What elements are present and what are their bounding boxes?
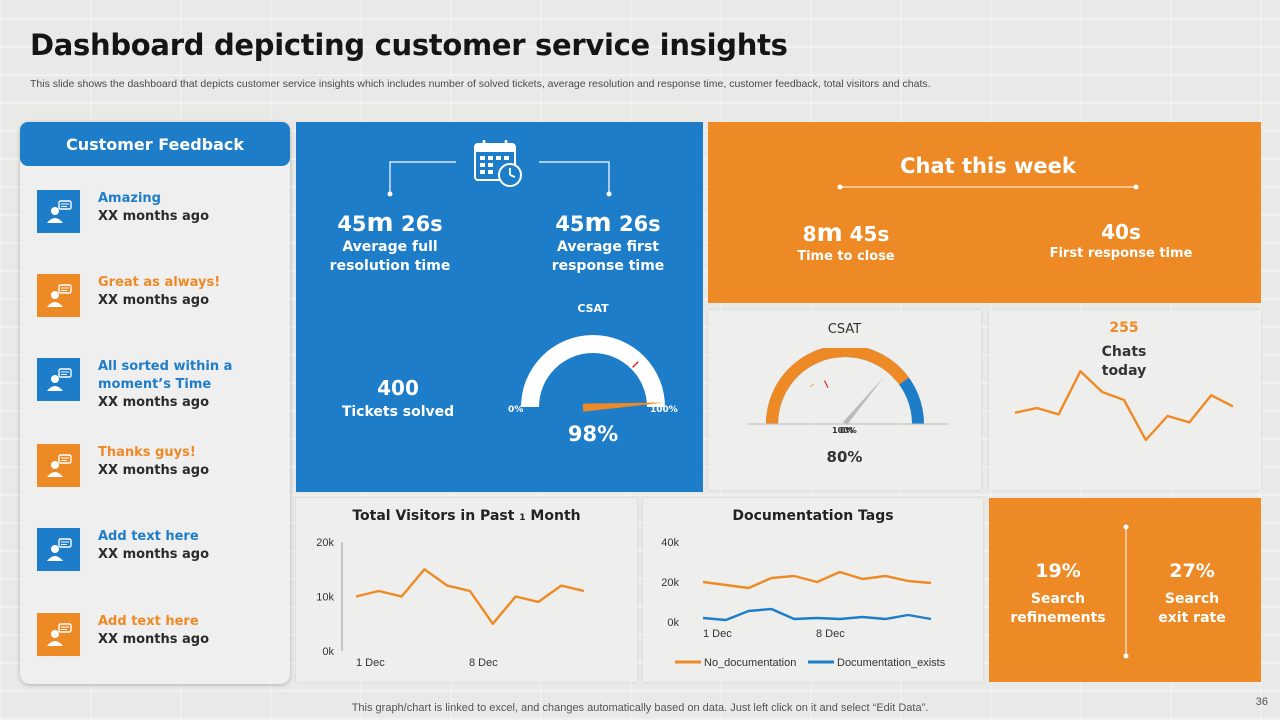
x-tick-label: 8 Dec <box>469 657 498 669</box>
y-tick-label: 0k <box>322 646 334 658</box>
feedback-item: All sorted within a moment’s Time XX mont… <box>37 358 287 418</box>
search-exit-rate-metric: 27% Search exit rate <box>1158 560 1226 626</box>
csat-gauge-max: 100% <box>650 405 678 415</box>
series-line-0[interactable] <box>355 568 585 626</box>
feedback-time: XX months ago <box>98 632 210 647</box>
legend-label: No_documentation <box>704 657 796 669</box>
feedback-item: Great as always! XX months ago <box>37 274 287 334</box>
footer-note: This graph/chart is linked to excel, and… <box>351 702 929 714</box>
x-tick-label: 1 Dec <box>703 628 732 640</box>
support-agent-icon <box>37 444 80 487</box>
customer-feedback-header: Customer Feedback <box>20 122 290 166</box>
feedback-text: All sorted within a moment’s Time XX mont… <box>98 358 248 412</box>
feedback-time: XX months ago <box>98 547 210 562</box>
chats-today-label: Chats today <box>1101 344 1147 379</box>
y-tick-label: 0k <box>667 617 679 629</box>
series-line-0[interactable] <box>702 570 932 590</box>
documentation-chart-card: Documentation Tags 40k 20k 0k 1 Dec 8 Dec No_… <box>643 498 983 682</box>
csat-gauge-min: 0% <box>508 405 524 415</box>
csat-card-title: CSAT <box>827 322 862 337</box>
feedback-time: XX months ago <box>98 463 210 478</box>
search-refinements-metric: 19% Search refinements <box>1010 560 1106 626</box>
y-tick-label: 40k <box>661 537 679 549</box>
feedback-message: All sorted within a moment’s Time <box>98 359 233 392</box>
y-tick-label: 10k <box>316 592 334 604</box>
chats-today-value: 255 <box>1109 320 1139 336</box>
y-tick-label: 20k <box>661 577 679 589</box>
feedback-message: Add text here <box>98 529 199 544</box>
search-metrics-panel: 19% Search refinements 27% Search exit r… <box>989 498 1261 682</box>
feedback-text: Amazing XX months ago <box>98 190 209 226</box>
visitors-chart-card: Total Visitors in Past 1 Month 20k 10k 0k 1… <box>296 498 637 682</box>
chat-this-week-panel: Chat this week 8m 45s Time to close 40s … <box>708 122 1261 303</box>
feedback-message: Add text here <box>98 614 199 629</box>
time-to-close-metric: 8m 45s Time to close <box>797 218 895 264</box>
page-number: 36 <box>1255 696 1268 708</box>
chats-series-line[interactable] <box>1014 370 1234 442</box>
search-divider <box>1123 524 1129 659</box>
feedback-message: Amazing <box>98 191 161 206</box>
csat-gauge-blue <box>521 335 665 412</box>
support-agent-icon <box>37 613 80 656</box>
avg-response-metric: 45m 26s Average first response time <box>551 208 665 274</box>
csat-gauge-value: 98% <box>567 422 619 446</box>
feedback-time: XX months ago <box>98 395 210 410</box>
page-title: Dashboard depicting customer service ins… <box>30 28 788 62</box>
legend-label: Documentation_exists <box>837 657 946 669</box>
feedback-item: Thanks guys! XX months ago <box>37 444 287 504</box>
feedback-message: Thanks guys! <box>98 445 196 460</box>
chat-week-title: Chat this week <box>900 154 1076 178</box>
csat-gauge-label: CSAT <box>577 302 609 315</box>
feedback-item: Amazing XX months ago <box>37 190 287 250</box>
feedback-item: Add text here XX months ago <box>37 528 287 588</box>
visitors-chart-title: Total Visitors in Past 1 Month <box>352 508 581 524</box>
tickets-connector-lines <box>387 161 612 197</box>
tickets-panel: 45m 26s Average full resolution time 45m… <box>296 122 703 492</box>
chat-week-divider <box>837 184 1139 190</box>
support-agent-icon <box>37 190 80 233</box>
avg-resolution-metric: 45m 26s Average full resolution time <box>329 208 451 274</box>
calendar-clock-icon <box>474 140 522 187</box>
x-tick-label: 1 Dec <box>356 657 385 669</box>
page-subtitle: This slide shows the dashboard that depi… <box>30 78 931 90</box>
support-agent-icon <box>37 358 80 401</box>
visitors-line-chart[interactable]: 20k 10k 0k 1 Dec 8 Dec <box>296 498 637 682</box>
feedback-text: Add text here XX months ago <box>98 613 209 649</box>
feedback-text: Thanks guys! XX months ago <box>98 444 209 480</box>
tickets-solved-metric: 400 Tickets solved <box>341 376 455 420</box>
feedback-time: XX months ago <box>98 209 210 224</box>
csat-gauge-orange <box>748 348 948 425</box>
csat-card: CSAT 100% 0% 80% <box>708 310 981 490</box>
x-tick-label: 8 Dec <box>816 628 845 640</box>
feedback-time: XX months ago <box>98 293 210 308</box>
feedback-message: Great as always! <box>98 275 221 290</box>
first-response-metric: 40s First response time <box>1049 220 1193 261</box>
chats-today-sparkline <box>1014 370 1234 442</box>
y-tick-label: 20k <box>316 537 334 549</box>
csat-card-overlap-max: 100% <box>832 426 857 435</box>
feedback-text: Great as always! XX months ago <box>98 274 220 310</box>
support-agent-icon <box>37 528 80 571</box>
series-line-1[interactable] <box>702 607 932 622</box>
csat-card-overlap-min: 0% <box>840 426 854 435</box>
chats-today-card: 255 Chats today <box>989 310 1261 490</box>
csat-card-value: 80% <box>826 448 863 466</box>
documentation-chart-title: Documentation Tags <box>732 508 894 524</box>
support-agent-icon <box>37 274 80 317</box>
feedback-text: Add text here XX months ago <box>98 528 209 564</box>
feedback-item: Add text here XX months ago <box>37 613 287 673</box>
